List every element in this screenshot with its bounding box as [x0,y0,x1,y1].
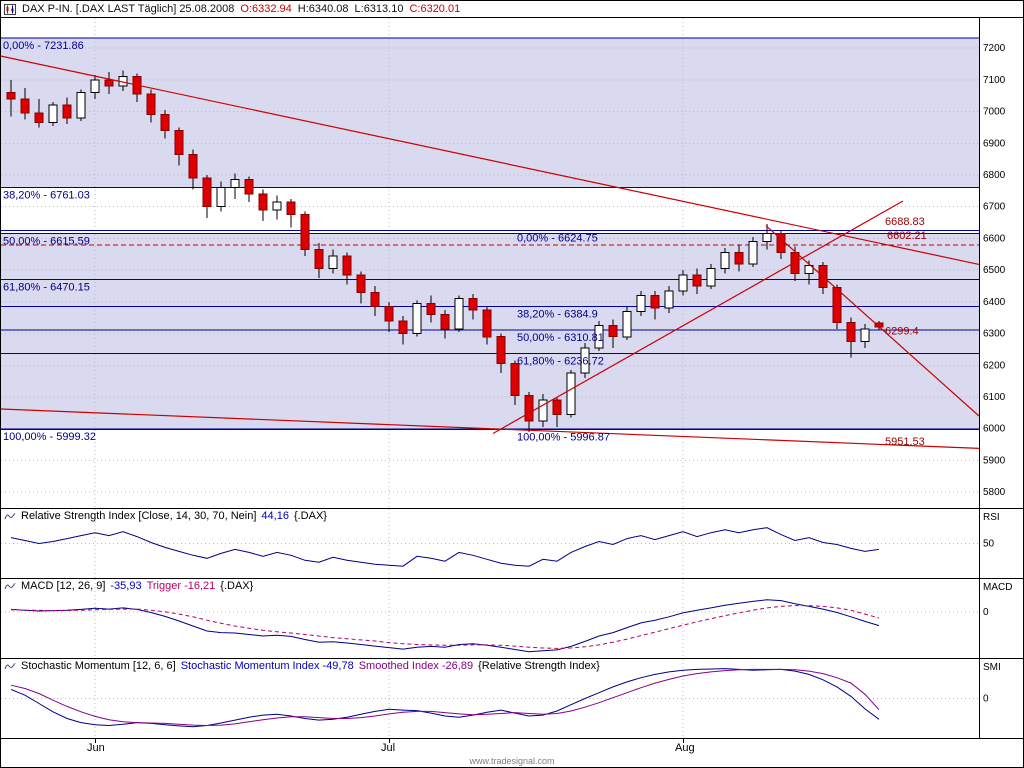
svg-text:7200: 7200 [983,43,1006,54]
svg-text:38,20% - 6384.9: 38,20% - 6384.9 [517,309,598,321]
rsi-panel: Relative Strength Index [Close, 14, 30, … [1,508,1023,578]
month-label: Jul [381,742,396,754]
time-axis: Jun Jul Aug [1,738,1023,756]
macd-name: MACD [12, 26, 9] [21,580,106,592]
rsi-name: Relative Strength Index [Close, 14, 30, … [21,510,257,522]
svg-text:61,80% - 6470.15: 61,80% - 6470.15 [3,282,90,294]
high-value: H:6340.08 [297,3,349,15]
smi-value: Stochastic Momentum Index -49,78 [180,660,354,672]
rsi-suffix: {.DAX} [293,510,327,522]
svg-text:6300: 6300 [983,329,1006,340]
price-panel: 5800 5900 6000 6100 6200 6300 6400 6500 6600 6700… [1,18,1023,508]
price-chart-canvas[interactable]: 5800 5900 6000 6100 6200 6300 6400 6500 6600 6700… [1,18,1024,508]
svg-text:61,80% - 6236.72: 61,80% - 6236.72 [517,356,604,368]
smi-canvas[interactable]: 0 SMI [1,659,1024,738]
rsi-value: 44,16 [261,510,289,522]
macd-panel: MACD [12, 26, 9] -35,93 Trigger -16,21 {… [1,578,1023,658]
rsi-canvas[interactable]: 50 RSI [1,509,1024,578]
svg-text:6688.83: 6688.83 [885,216,925,228]
svg-text:5800: 5800 [983,487,1006,498]
svg-text:RSI: RSI [983,512,1000,523]
svg-text:SMI: SMI [983,662,1001,673]
svg-text:6400: 6400 [983,297,1006,308]
svg-text:0,00% - 6624.75: 0,00% - 6624.75 [517,233,598,245]
svg-text:6700: 6700 [983,202,1006,213]
svg-text:6600: 6600 [983,233,1006,244]
svg-text:7000: 7000 [983,107,1006,118]
chart-title: DAX P-IN. [.DAX LAST Täglich] 25.08.2008 [22,3,235,15]
smi-panel: Stochastic Momentum [12, 6, 6] Stochasti… [1,658,1023,738]
low-value: L:6313.10 [354,3,404,15]
svg-text:50,00% - 6615.59: 50,00% - 6615.59 [3,236,90,248]
svg-text:50,00% - 6310.81: 50,00% - 6310.81 [517,332,604,344]
svg-text:6900: 6900 [983,138,1006,149]
month-tick [683,739,684,743]
month-tick [389,739,390,743]
smi-header: Stochastic Momentum [12, 6, 6] Stochasti… [4,660,600,672]
macd-value: -35,93 [110,580,142,592]
month-label: Aug [675,742,695,754]
month-label: Jun [87,742,105,754]
svg-text:6800: 6800 [983,170,1006,181]
chart-window-icon [4,3,16,15]
svg-text:MACD: MACD [983,582,1012,593]
svg-text:6200: 6200 [983,360,1006,371]
close-value: C:6320.01 [409,3,461,15]
smi-name: Stochastic Momentum [12, 6, 6] [21,660,176,672]
indicator-wave-icon [4,512,16,521]
smi-smoothed-value: Smoothed Index -26,89 [358,660,474,672]
svg-text:0,00% - 7231.86: 0,00% - 7231.86 [3,40,84,52]
indicator-wave-icon [4,582,16,591]
smi-suffix: {Relative Strength Index} [478,660,600,672]
rsi-header: Relative Strength Index [Close, 14, 30, … [4,510,327,522]
svg-text:38,20% - 6761.03: 38,20% - 6761.03 [3,189,90,201]
svg-text:0: 0 [983,694,989,705]
macd-suffix: {.DAX} [220,580,254,592]
svg-text:50: 50 [983,539,995,550]
indicator-wave-icon [4,662,16,671]
svg-text:100,00% - 5996.87: 100,00% - 5996.87 [517,432,610,444]
svg-text:6299.4: 6299.4 [885,325,919,337]
svg-text:5951.53: 5951.53 [885,436,925,448]
title-bar: DAX P-IN. [.DAX LAST Täglich] 25.08.2008… [1,1,1023,18]
svg-text:6500: 6500 [983,265,1006,276]
macd-header: MACD [12, 26, 9] -35,93 Trigger -16,21 {… [4,580,253,592]
svg-text:100,00% - 5999.32: 100,00% - 5999.32 [3,431,96,443]
svg-text:5900: 5900 [983,455,1006,466]
svg-text:6000: 6000 [983,424,1006,435]
watermark: www.tradesignal.com [469,756,555,766]
macd-canvas[interactable]: 0 MACD [1,579,1024,658]
footer: www.tradesignal.com [1,756,1023,767]
macd-trigger-value: Trigger -16,21 [146,580,216,592]
svg-text:0: 0 [983,607,989,618]
month-tick [95,739,96,743]
svg-text:6100: 6100 [983,392,1006,403]
svg-text:6602.21: 6602.21 [887,230,927,242]
open-value: O:6332.94 [240,3,292,15]
svg-text:7100: 7100 [983,75,1006,86]
